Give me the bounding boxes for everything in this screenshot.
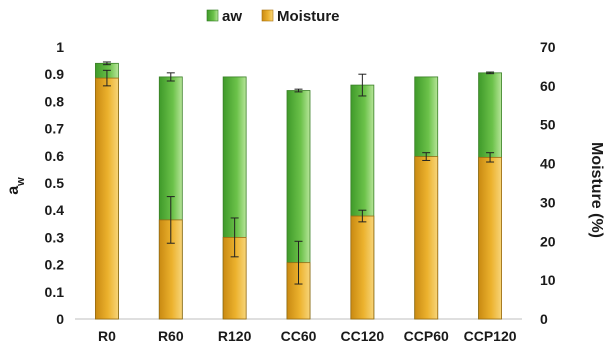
right-tick-label: 50 (540, 117, 556, 133)
right-tick-label: 30 (540, 194, 556, 210)
x-tick-label: CCP120 (464, 328, 517, 344)
legend-label-moisture: Moisture (277, 8, 340, 25)
left-tick-label: 0.3 (45, 229, 65, 245)
y-axis-title-main: a (5, 186, 22, 195)
bar-moisture (414, 156, 439, 320)
right-tick-label: 10 (540, 272, 556, 288)
left-y-axis: 0 0.1 0.2 0.3 0.4 0.5 0.6 0.7 0.8 0.9 1 (45, 39, 65, 327)
x-tick-label: R120 (218, 328, 252, 344)
x-tick-label: CCP60 (404, 328, 449, 344)
bar-moisture (350, 215, 375, 320)
left-tick-label: 0.9 (45, 66, 65, 82)
legend-label-aw: aw (222, 8, 242, 25)
x-tick-label: R0 (98, 328, 116, 344)
legend-swatch-aw (206, 9, 219, 22)
right-tick-label: 0 (540, 311, 548, 327)
right-tick-label: 40 (540, 156, 556, 172)
x-tick-label: CC120 (341, 328, 385, 344)
right-y-axis: 0 10 20 30 40 50 60 70 (540, 39, 556, 327)
legend: aw Moisture (206, 8, 340, 25)
left-tick-label: 1 (56, 39, 64, 55)
left-tick-label: 0.5 (45, 175, 65, 191)
x-tick-label: CC60 (281, 328, 317, 344)
y-axis-title-subscript: w (15, 177, 27, 187)
left-tick-label: 0.8 (45, 93, 65, 109)
bar-moisture (478, 156, 502, 320)
error-bars (102, 61, 495, 285)
x-tick-label: R60 (158, 328, 184, 344)
left-tick-label: 0.4 (45, 202, 65, 218)
left-tick-label: 0.7 (45, 121, 65, 137)
bar-moisture (95, 77, 119, 320)
right-tick-label: 70 (540, 39, 556, 55)
left-tick-label: 0.1 (45, 284, 65, 300)
right-tick-label: 60 (540, 78, 556, 94)
y-axis-title-right: Moisture (%) (588, 142, 605, 238)
legend-swatch-moisture (261, 9, 274, 22)
left-tick-label: 0.6 (45, 148, 65, 164)
bars (95, 62, 502, 320)
y-axis-title-left: aw (5, 177, 27, 195)
x-axis-labels: R0 R60 R120 CC60 CC120 CCP60 CCP120 (98, 328, 517, 344)
left-tick-label: 0.2 (45, 257, 65, 273)
right-tick-label: 20 (540, 233, 556, 249)
left-tick-label: 0 (56, 311, 64, 327)
